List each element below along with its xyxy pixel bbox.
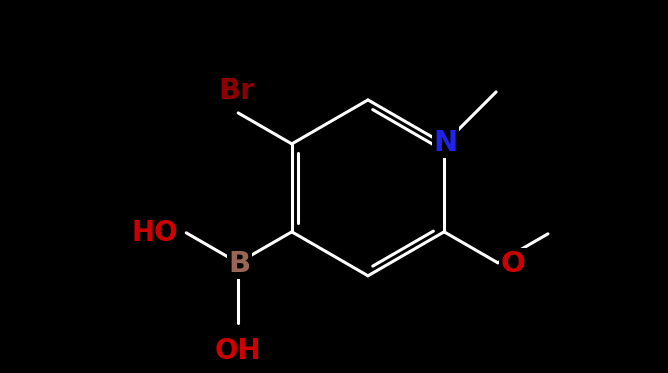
Text: O: O: [501, 250, 526, 278]
Text: OH: OH: [215, 337, 261, 365]
Text: Br: Br: [218, 77, 255, 105]
Text: N: N: [433, 129, 458, 157]
Text: HO: HO: [132, 219, 178, 247]
Text: B: B: [228, 250, 250, 278]
